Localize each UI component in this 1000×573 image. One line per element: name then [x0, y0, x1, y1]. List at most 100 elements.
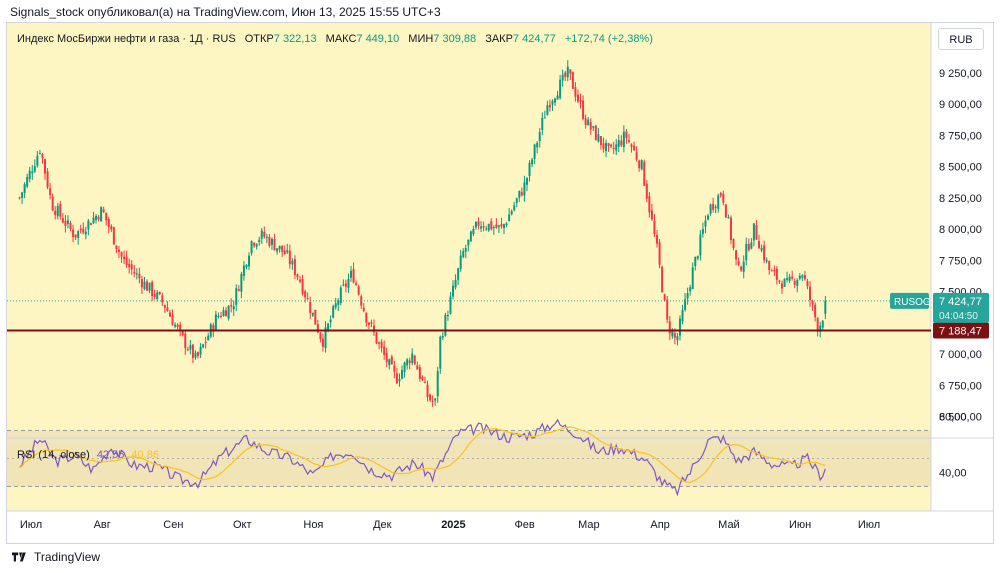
- time-axis-label: Июл: [20, 519, 42, 531]
- candle: [375, 332, 378, 344]
- candle: [668, 321, 671, 334]
- open-value: 7 322,13: [273, 33, 317, 45]
- candle: [768, 260, 771, 271]
- candle: [304, 291, 307, 298]
- candle: [286, 250, 289, 253]
- rsi-tick-label: 40,00: [939, 468, 967, 480]
- candles: [18, 60, 827, 407]
- candle: [816, 318, 819, 332]
- candle: [222, 310, 225, 317]
- candle: [587, 119, 590, 126]
- candle: [54, 210, 57, 216]
- chart-canvas[interactable]: 9 250,00 9 000,00 8 750,00 8 500,00 8 250,00…: [7, 23, 994, 544]
- candle: [712, 203, 715, 210]
- time-axis-label: Дек: [373, 519, 392, 531]
- candle: [171, 315, 174, 326]
- candle: [64, 220, 67, 226]
- candle: [724, 204, 727, 218]
- candle: [207, 335, 210, 341]
- candle: [105, 212, 108, 221]
- candle: [775, 268, 778, 280]
- candle: [97, 216, 100, 220]
- time-axis-label: Фев: [514, 519, 534, 531]
- candle: [296, 274, 299, 278]
- candle: [378, 342, 381, 344]
- candle: [362, 307, 365, 311]
- candle: [663, 294, 666, 301]
- candle: [533, 144, 536, 159]
- time-axis-label: Авг: [94, 519, 111, 531]
- candle: [140, 278, 143, 288]
- candle: [462, 251, 465, 257]
- currency-button[interactable]: RUB: [938, 28, 984, 50]
- candle: [569, 69, 572, 74]
- candle: [714, 206, 717, 208]
- candle: [179, 324, 182, 330]
- candle: [571, 72, 574, 89]
- candle: [485, 228, 488, 230]
- time-axis-label: Июн: [789, 519, 811, 531]
- candle: [309, 301, 312, 313]
- candle: [719, 193, 722, 196]
- candle: [337, 300, 340, 305]
- candle: [625, 131, 628, 139]
- candle: [278, 245, 281, 250]
- candle: [467, 239, 470, 246]
- candle: [510, 211, 513, 215]
- candle: [681, 310, 684, 322]
- candle: [390, 356, 393, 365]
- candle: [615, 144, 618, 151]
- low-value: 7 309,88: [433, 33, 477, 45]
- candle: [212, 325, 215, 331]
- chart-panel[interactable]: 9 250,00 9 000,00 8 750,00 8 500,00 8 250,00…: [6, 22, 994, 544]
- candle: [747, 243, 750, 251]
- candle: [350, 270, 353, 278]
- candle: [357, 286, 360, 295]
- candle: [742, 261, 745, 272]
- candle: [648, 196, 651, 213]
- candle: [319, 332, 322, 340]
- candle: [635, 152, 638, 160]
- candle: [342, 284, 345, 286]
- candle: [490, 221, 493, 230]
- price-tick-label: 8 750,00: [939, 130, 982, 142]
- candle: [605, 142, 608, 152]
- candle: [474, 221, 477, 228]
- candle: [44, 159, 47, 174]
- candle: [250, 241, 253, 254]
- candle: [314, 309, 317, 325]
- candle: [89, 223, 92, 226]
- support-price-label: 7 188,47: [939, 325, 982, 337]
- candle: [61, 218, 64, 223]
- candle: [321, 338, 324, 347]
- current-price-label: 7 424,77: [939, 296, 982, 308]
- candle: [576, 94, 579, 102]
- candle: [551, 100, 554, 105]
- candle: [156, 292, 159, 299]
- rsi-value: 42,55: [96, 449, 125, 461]
- candle: [689, 287, 692, 292]
- candle: [217, 315, 220, 317]
- candle: [395, 373, 398, 384]
- candle: [181, 330, 184, 335]
- candle: [444, 314, 447, 336]
- candle: [707, 215, 710, 220]
- countdown-label: 04:04:50: [939, 311, 978, 322]
- candle: [327, 323, 330, 331]
- candle: [388, 359, 391, 366]
- candle: [701, 229, 704, 234]
- open-label: ОТКР: [244, 33, 274, 45]
- footer: TradingView: [12, 550, 100, 564]
- candle: [146, 281, 149, 291]
- candle: [821, 320, 824, 328]
- candle: [202, 344, 205, 348]
- candle: [398, 378, 401, 382]
- candle: [332, 306, 335, 318]
- candle: [780, 283, 783, 289]
- candle: [421, 376, 424, 380]
- candle: [403, 362, 406, 373]
- candle: [408, 360, 411, 364]
- time-axis-label: Май: [718, 519, 740, 531]
- candle: [543, 117, 546, 119]
- candle: [554, 98, 557, 103]
